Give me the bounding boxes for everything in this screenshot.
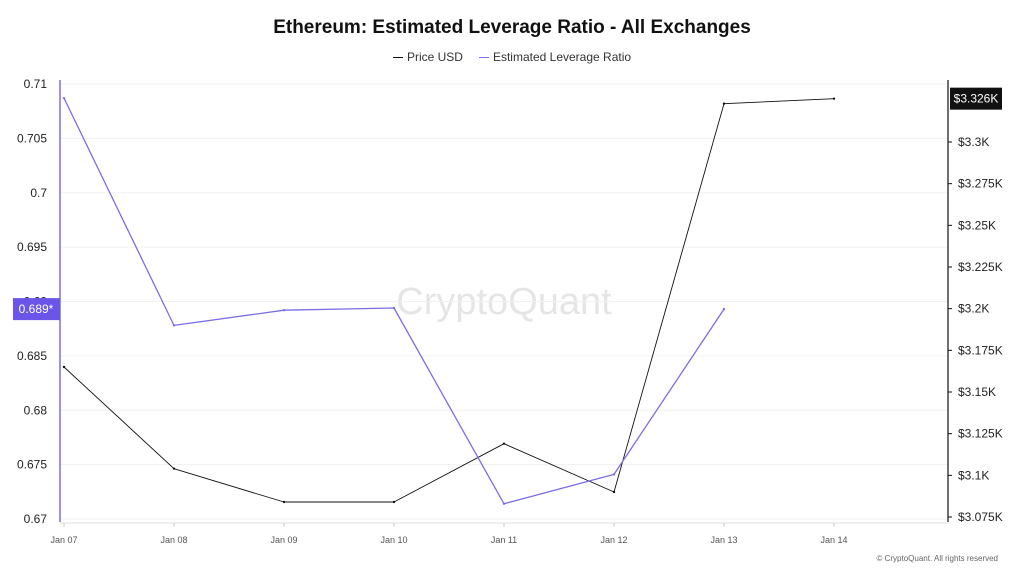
- right-tick-label: $3.075K: [958, 510, 1003, 524]
- price-point: [612, 490, 616, 494]
- leverage-ratio-line: [63, 97, 725, 505]
- right-current-badge: [950, 87, 1002, 110]
- chart-title: Ethereum: Estimated Leverage Ratio - All…: [273, 17, 751, 38]
- copyright-credit: © CryptoQuant. All rights reserved: [876, 554, 999, 563]
- right-tick-label: $3.25K: [958, 218, 996, 232]
- leverage-point: [282, 309, 286, 312]
- leverage-point: [722, 307, 726, 311]
- x-tick-label: Jan 08: [160, 535, 187, 545]
- right-tick-label: $3.275K: [958, 177, 1003, 191]
- legend-swatch-leverage: [478, 56, 489, 58]
- left-current-badge-label: 0.689*: [19, 302, 54, 316]
- left-tick-label: 0.67: [24, 512, 48, 526]
- x-tick-label: Jan 12: [600, 535, 627, 545]
- leverage-point: [612, 473, 616, 476]
- leverage-point: [392, 306, 396, 310]
- legend-label-price: Price USD: [406, 50, 463, 64]
- x-tick-label: Jan 07: [50, 535, 77, 545]
- legend-label-leverage: Estimated Leverage Ratio: [492, 50, 632, 64]
- leverage-point: [62, 96, 66, 100]
- leverage-point: [172, 324, 176, 327]
- right-tick-label: $3.125K: [958, 427, 1003, 441]
- legend: Price USD Estimated Leverage Ratio: [0, 50, 1024, 64]
- left-tick-label: 0.68: [24, 403, 48, 417]
- right-tick-label: $3.225K: [958, 260, 1003, 274]
- left-tick-label: 0.695: [17, 240, 47, 254]
- left-current-badge: [13, 298, 60, 321]
- right-tick-label: $3.2K: [958, 302, 989, 316]
- right-tick-label: $3.1K: [958, 468, 989, 482]
- price-point: [832, 97, 836, 100]
- right-current-badge-label: $3.326K: [954, 92, 999, 106]
- left-tick-label: 0.685: [17, 349, 47, 363]
- price-usd-line: [63, 98, 835, 503]
- x-tick-label: Jan 10: [380, 535, 407, 545]
- left-tick-label: 0.675: [17, 458, 47, 472]
- left-tick-label: 0.705: [17, 131, 47, 145]
- x-tick-label: Jan 14: [820, 535, 847, 545]
- x-tick-label: Jan 11: [491, 535, 517, 545]
- x-tick-label: Jan 13: [710, 535, 737, 545]
- legend-swatch-price: [392, 56, 403, 58]
- price-point: [722, 102, 726, 105]
- legend-item-price[interactable]: Price USD: [392, 50, 463, 64]
- price-point: [392, 500, 396, 504]
- left-tick-label: 0.71: [24, 77, 48, 91]
- right-tick-label: $3.15K: [958, 385, 996, 399]
- price-point: [62, 365, 66, 369]
- right-tick-label: $3.3K: [958, 135, 989, 149]
- left-tick-label: 0.7: [30, 186, 47, 200]
- price-point: [172, 467, 176, 470]
- price-point: [502, 442, 506, 445]
- right-tick-label: $3.175K: [958, 343, 1003, 357]
- legend-item-leverage[interactable]: Estimated Leverage Ratio: [478, 50, 632, 64]
- price-point: [282, 500, 286, 504]
- leverage-point: [502, 502, 506, 505]
- x-tick-label: Jan 09: [270, 535, 297, 545]
